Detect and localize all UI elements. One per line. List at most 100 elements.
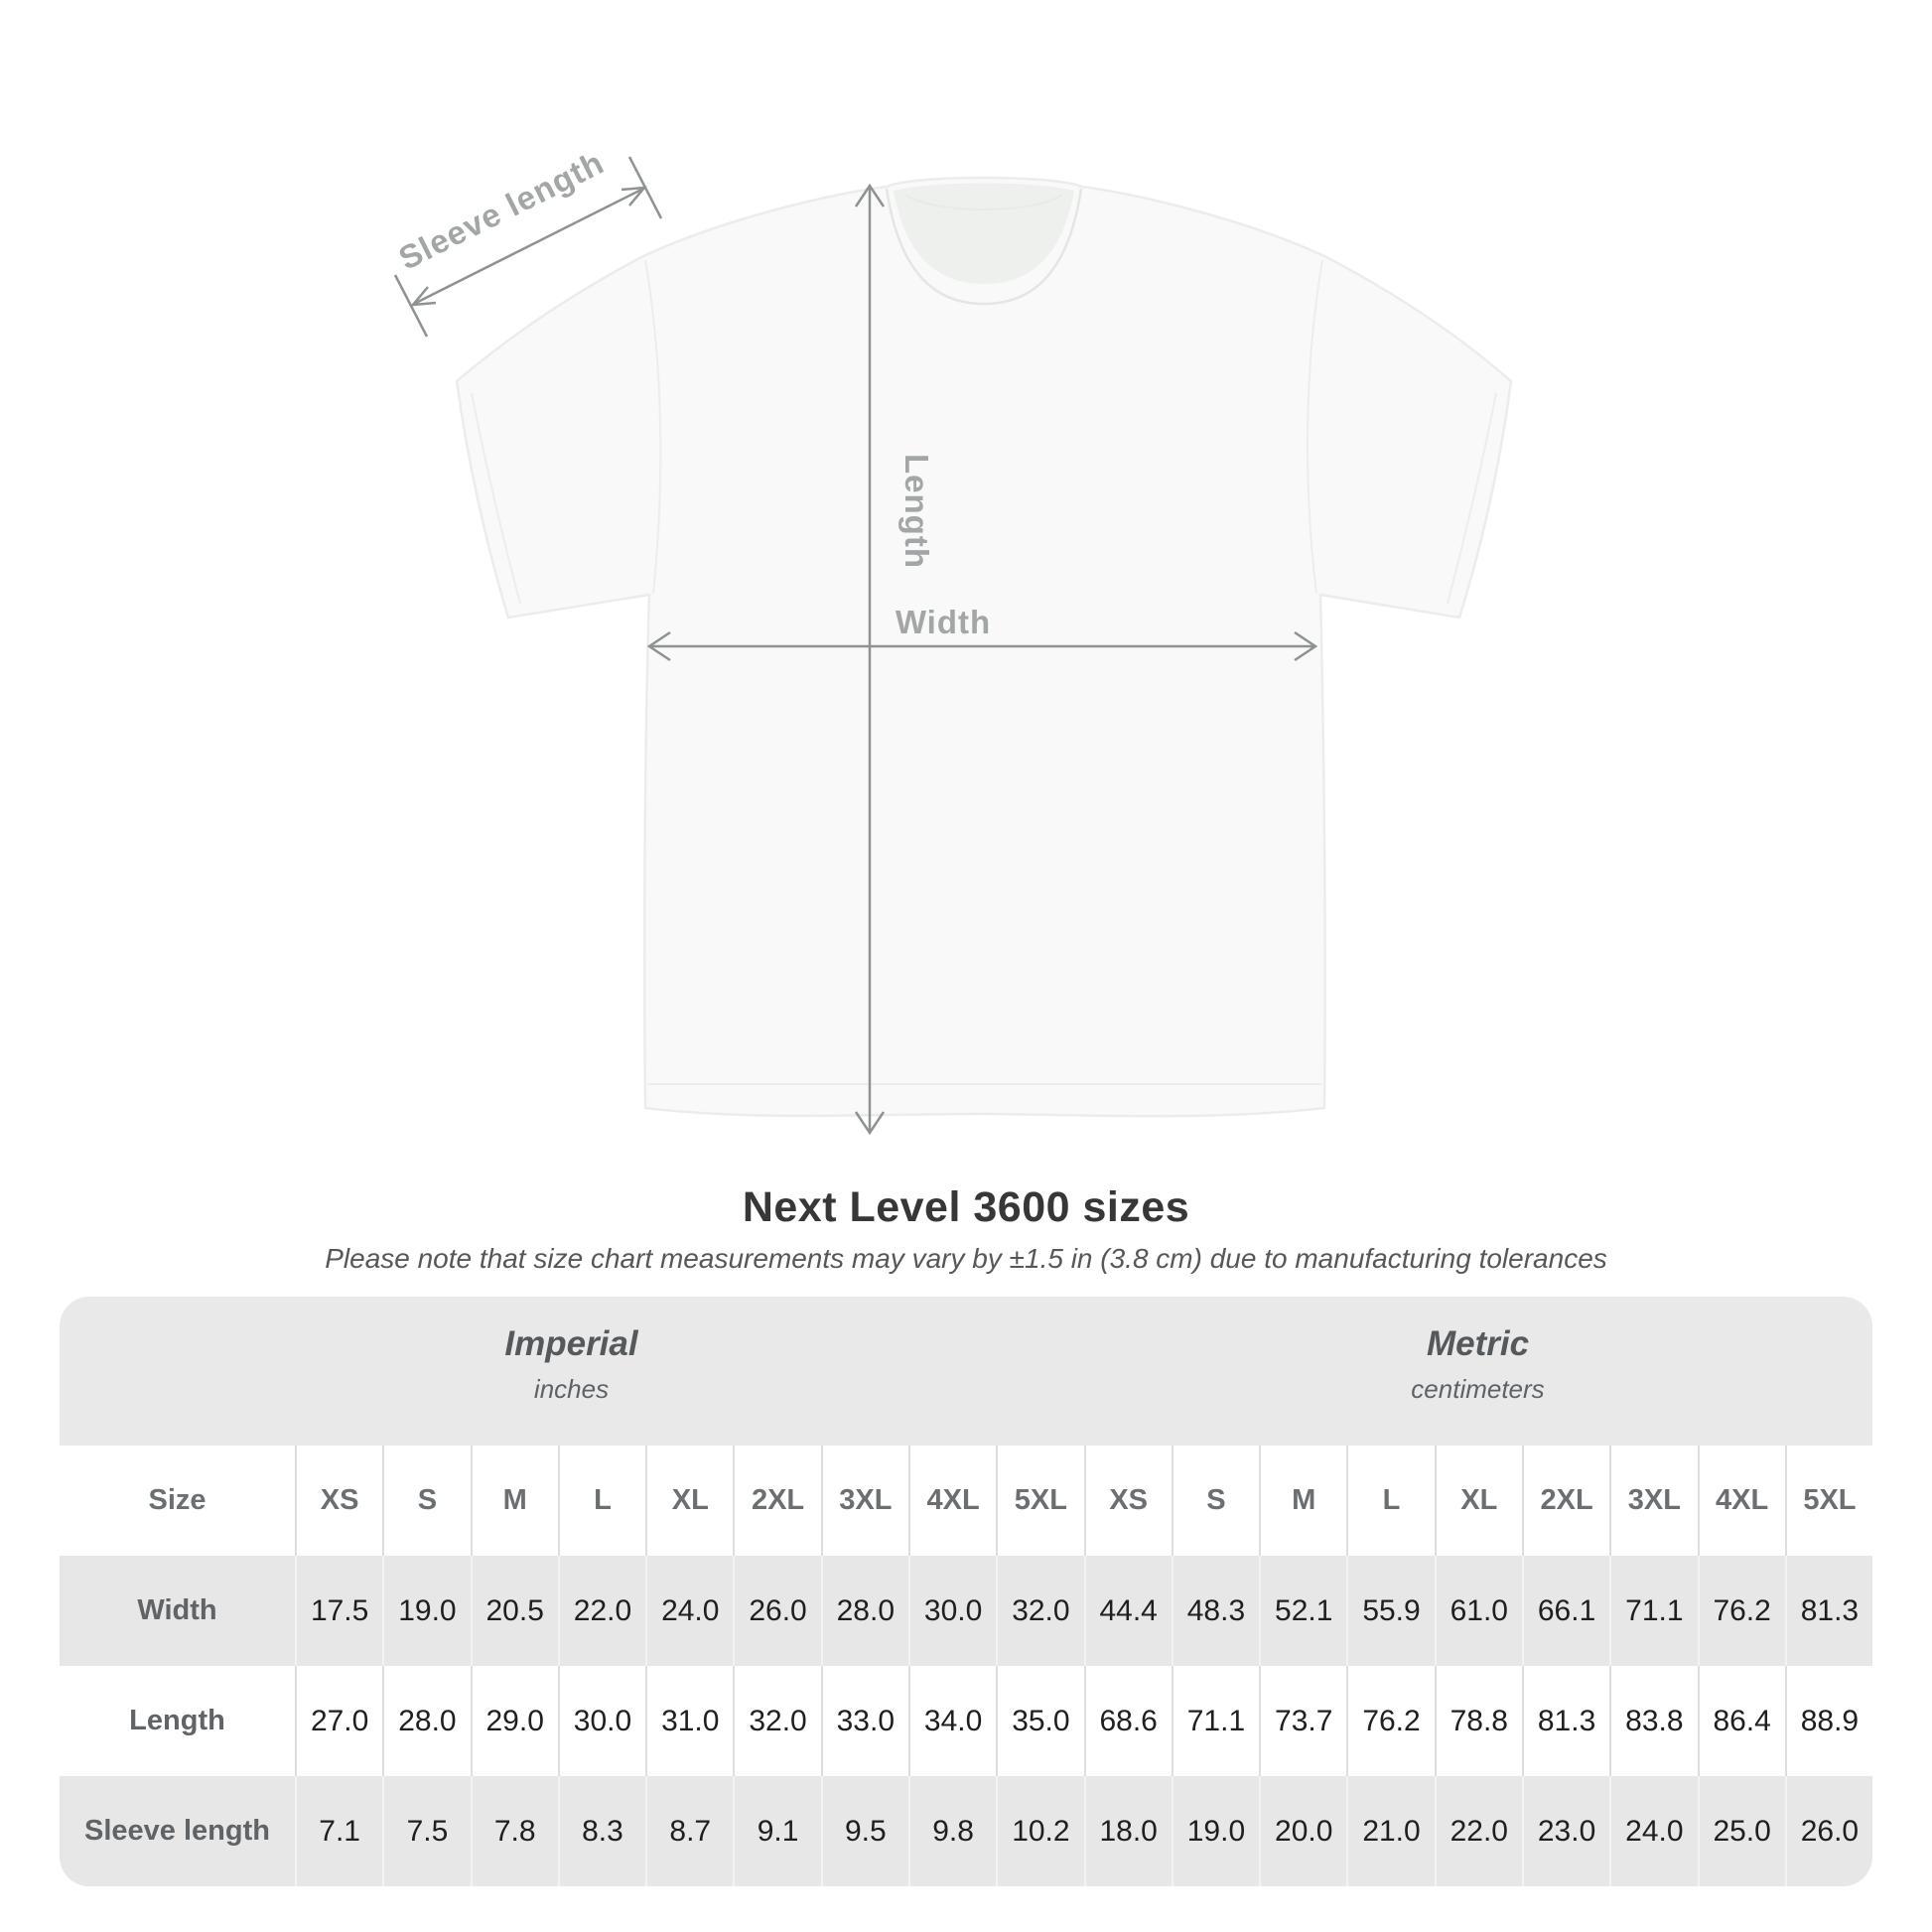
size-header-metric-4xl: 4XL bbox=[1697, 1446, 1785, 1556]
value-cell: 19.0 bbox=[1171, 1776, 1259, 1886]
value-cell-text: 32.0 bbox=[749, 1704, 807, 1737]
value-cell: 21.0 bbox=[1346, 1776, 1434, 1886]
size-table-rows: Size XS S M L XL 2XL 3XL 4XL 5XL XS S M L XL 2XL 3XL 4XL 5… bbox=[60, 1446, 1872, 1886]
value-cell: 29.0 bbox=[470, 1666, 558, 1776]
value-cell-text: 27.0 bbox=[310, 1704, 369, 1737]
value-cell-text: 28.0 bbox=[836, 1593, 896, 1627]
value-cell: 55.9 bbox=[1346, 1556, 1434, 1666]
size-header-imperial-l: L bbox=[557, 1446, 645, 1556]
value-cell: 71.1 bbox=[1609, 1556, 1697, 1666]
value-cell: 52.1 bbox=[1259, 1556, 1346, 1666]
value-cell-text: 7.5 bbox=[406, 1814, 449, 1848]
size-header-imperial-xl-text: XL bbox=[671, 1484, 709, 1516]
size-header-metric-2xl: 2XL bbox=[1521, 1446, 1609, 1556]
table-row-length: Length 27.0 28.0 29.0 30.0 31.0 32.0 33.0 34.0 35… bbox=[60, 1666, 1872, 1776]
value-cell: 81.3 bbox=[1521, 1666, 1609, 1776]
value-cell: 66.1 bbox=[1521, 1556, 1609, 1666]
metric-unit-header: Metric centimeters bbox=[1083, 1297, 1872, 1446]
table-row-width: Width 17.5 19.0 20.5 22.0 24.0 26.0 28.0 30.0 32.… bbox=[60, 1556, 1872, 1666]
value-cell-text: 68.6 bbox=[1099, 1704, 1158, 1737]
value-cell: 7.8 bbox=[470, 1776, 558, 1886]
value-cell-text: 71.1 bbox=[1625, 1593, 1684, 1627]
size-header-imperial-m-text: M bbox=[502, 1484, 527, 1516]
unit-header-band: Imperial inches Metric centimeters bbox=[60, 1297, 1872, 1446]
size-column-header-text: Size bbox=[148, 1484, 207, 1516]
tshirt-measurement-diagram: Sleeve length Length Width bbox=[393, 144, 1513, 1136]
size-header-imperial-xs: XS bbox=[295, 1446, 382, 1556]
sleeve-length-label: Sleeve length bbox=[393, 144, 610, 277]
value-cell-text: 9.5 bbox=[844, 1814, 887, 1848]
value-cell-text: 24.0 bbox=[661, 1593, 720, 1627]
size-header-imperial-xl: XL bbox=[645, 1446, 733, 1556]
value-cell: 35.0 bbox=[996, 1666, 1083, 1776]
value-cell: 61.0 bbox=[1434, 1556, 1522, 1666]
value-cell: 32.0 bbox=[996, 1556, 1083, 1666]
value-cell: 19.0 bbox=[382, 1556, 470, 1666]
value-cell-text: 30.0 bbox=[923, 1593, 983, 1627]
value-cell-text: 22.0 bbox=[573, 1593, 632, 1627]
value-cell: 10.2 bbox=[996, 1776, 1083, 1886]
value-cell: 48.3 bbox=[1171, 1556, 1259, 1666]
value-cell-text: 21.0 bbox=[1362, 1814, 1421, 1848]
size-table: Imperial inches Metric centimeters Size X… bbox=[60, 1297, 1872, 1886]
size-header-imperial-2xl: 2XL bbox=[733, 1446, 820, 1556]
value-cell-text: 34.0 bbox=[923, 1704, 983, 1737]
size-header-imperial-s-text: S bbox=[417, 1484, 438, 1516]
size-header-metric-3xl: 3XL bbox=[1609, 1446, 1697, 1556]
value-cell-text: 8.3 bbox=[582, 1814, 623, 1848]
value-cell-text: 71.1 bbox=[1186, 1704, 1246, 1737]
sleeve-length-arrow bbox=[393, 156, 663, 338]
size-header-imperial-l-text: L bbox=[594, 1484, 612, 1516]
value-cell-text: 33.0 bbox=[836, 1704, 896, 1737]
value-cell: 32.0 bbox=[733, 1666, 820, 1776]
value-cell-text: 7.1 bbox=[319, 1814, 360, 1848]
imperial-unit-header: Imperial inches bbox=[60, 1297, 1083, 1446]
size-header-metric-4xl-text: 4XL bbox=[1716, 1484, 1769, 1516]
value-cell-text: 9.1 bbox=[757, 1814, 799, 1848]
row-label-text: Width bbox=[137, 1594, 217, 1626]
value-cell: 18.0 bbox=[1083, 1776, 1172, 1886]
value-cell-text: 61.0 bbox=[1449, 1593, 1508, 1627]
size-header-metric-3xl-text: 3XL bbox=[1627, 1484, 1681, 1516]
value-cell: 24.0 bbox=[1609, 1776, 1697, 1886]
value-cell-text: 83.8 bbox=[1625, 1704, 1684, 1737]
width-arrow bbox=[646, 630, 1318, 662]
value-cell: 88.9 bbox=[1784, 1666, 1872, 1776]
value-cell: 71.1 bbox=[1171, 1666, 1259, 1776]
size-header-metric-xl-text: XL bbox=[1460, 1484, 1498, 1516]
value-cell-text: 78.8 bbox=[1449, 1704, 1508, 1737]
value-cell: 83.8 bbox=[1609, 1666, 1697, 1776]
size-header-metric-m: M bbox=[1259, 1446, 1346, 1556]
value-cell: 23.0 bbox=[1521, 1776, 1609, 1886]
value-cell: 27.0 bbox=[295, 1666, 382, 1776]
value-cell: 20.0 bbox=[1259, 1776, 1346, 1886]
value-cell: 7.5 bbox=[382, 1776, 470, 1886]
table-row-sleeve-length: Sleeve length 7.1 7.5 7.8 8.3 8.7 9.1 9.5 9.8 10.… bbox=[60, 1776, 1872, 1886]
size-header-metric-m-text: M bbox=[1292, 1484, 1316, 1516]
value-cell: 8.7 bbox=[645, 1776, 733, 1886]
value-cell: 7.1 bbox=[295, 1776, 382, 1886]
value-cell-text: 81.3 bbox=[1800, 1593, 1860, 1627]
value-cell-text: 48.3 bbox=[1186, 1593, 1246, 1627]
size-header-metric-5xl-text: 5XL bbox=[1803, 1484, 1857, 1516]
size-header-metric-l: L bbox=[1346, 1446, 1434, 1556]
value-cell: 28.0 bbox=[820, 1556, 908, 1666]
value-cell-text: 55.9 bbox=[1362, 1593, 1421, 1627]
value-cell-text: 73.7 bbox=[1275, 1704, 1333, 1737]
value-cell-text: 24.0 bbox=[1625, 1814, 1684, 1848]
imperial-unit-sub: inches bbox=[533, 1374, 610, 1404]
size-header-metric-2xl-text: 2XL bbox=[1540, 1484, 1593, 1516]
row-label: Length bbox=[60, 1666, 295, 1776]
value-cell-text: 10.2 bbox=[1012, 1814, 1070, 1848]
value-cell: 22.0 bbox=[557, 1556, 645, 1666]
value-cell-text: 19.0 bbox=[398, 1593, 457, 1627]
value-cell-text: 8.7 bbox=[669, 1814, 712, 1848]
value-cell: 22.0 bbox=[1434, 1776, 1522, 1886]
size-header-metric-xs-text: XS bbox=[1109, 1484, 1149, 1516]
value-cell: 20.5 bbox=[470, 1556, 558, 1666]
size-header-metric-xl: XL bbox=[1434, 1446, 1522, 1556]
size-header-metric-xs: XS bbox=[1083, 1446, 1172, 1556]
size-header-imperial-5xl-text: 5XL bbox=[1014, 1484, 1067, 1516]
value-cell: 26.0 bbox=[733, 1556, 820, 1666]
